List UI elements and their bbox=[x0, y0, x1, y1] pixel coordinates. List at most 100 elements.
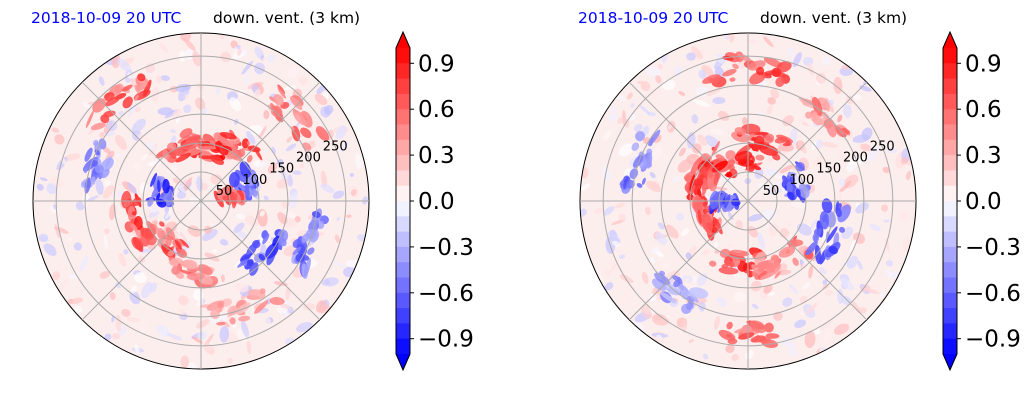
heatmap-cell bbox=[292, 170, 302, 175]
heatmap-cell bbox=[607, 113, 619, 122]
colorbar-segment bbox=[943, 139, 957, 156]
heatmap-cell bbox=[795, 162, 805, 172]
heatmap-cell bbox=[277, 158, 284, 166]
heatmap-cell bbox=[677, 159, 693, 173]
heatmap-cell bbox=[835, 250, 842, 263]
heatmap-cell bbox=[237, 231, 248, 239]
heatmap-cell bbox=[823, 263, 832, 272]
heatmap-cell bbox=[84, 147, 93, 162]
heatmap-cell bbox=[166, 142, 177, 151]
radial-spoke bbox=[200, 81, 321, 202]
heatmap-cell bbox=[787, 172, 797, 177]
heatmap-cell bbox=[314, 93, 328, 106]
colorbar-segment bbox=[396, 63, 410, 80]
heatmap-cell bbox=[714, 250, 720, 254]
heatmap-cell bbox=[702, 353, 709, 360]
colorbar: 0.9 0.6 0.3 0.0 −0.3 −0.6 −0.9 bbox=[942, 30, 1021, 372]
heatmap-cell bbox=[861, 127, 873, 141]
heatmap-cell bbox=[176, 116, 180, 124]
heatmap-cell bbox=[811, 111, 818, 122]
heatmap-cell bbox=[815, 139, 824, 149]
heatmap-cell bbox=[106, 120, 118, 132]
heatmap-cell bbox=[657, 222, 665, 230]
heatmap-cell bbox=[787, 342, 797, 357]
heatmap-cell bbox=[698, 69, 707, 80]
heatmap-cell bbox=[258, 125, 267, 139]
heatmap-cell bbox=[716, 296, 727, 307]
colorbar-tick-label: 0.3 bbox=[418, 143, 455, 169]
heatmap-cell bbox=[833, 323, 850, 335]
heatmap-cell bbox=[841, 296, 852, 306]
heatmap-cell bbox=[763, 57, 783, 68]
heatmap-cell bbox=[216, 321, 226, 326]
heatmap-cell bbox=[58, 278, 69, 292]
heatmap-cell bbox=[647, 88, 659, 99]
heatmap-cell bbox=[819, 211, 829, 230]
heatmap-cell bbox=[649, 293, 657, 302]
heatmap-cell bbox=[617, 117, 624, 125]
heatmap-cell bbox=[219, 131, 237, 140]
heatmap-cell bbox=[238, 315, 251, 322]
heatmap-cell bbox=[645, 206, 651, 216]
heatmap-cell bbox=[181, 140, 200, 150]
heatmap-cell bbox=[43, 243, 57, 257]
heatmap-cell bbox=[323, 104, 334, 115]
heatmap-cell bbox=[131, 118, 146, 134]
colorbar-outline bbox=[942, 30, 958, 372]
heatmap-cell bbox=[761, 339, 778, 349]
heatmap-cell bbox=[633, 124, 643, 132]
heatmap-cell bbox=[648, 129, 661, 146]
heatmap-cell bbox=[99, 131, 105, 138]
radial-spoke bbox=[628, 81, 749, 202]
heatmap-cell bbox=[785, 220, 792, 227]
heatmap-cell bbox=[656, 251, 664, 258]
heatmap-cell bbox=[64, 153, 81, 161]
colorbar-segment bbox=[396, 262, 410, 278]
colorbar-tick-label: 0.6 bbox=[418, 97, 455, 123]
heatmap-cell bbox=[345, 214, 352, 218]
heatmap-cell bbox=[821, 198, 833, 214]
colorbar-segment bbox=[943, 246, 957, 263]
heatmap-cell bbox=[247, 174, 255, 186]
heatmap-cell bbox=[751, 137, 757, 142]
heatmap-cell bbox=[641, 304, 653, 320]
heatmap-cell bbox=[101, 168, 110, 179]
chart-panel-left: 2018-10-09 20 UTC down. vent. (3 km) 50 1… bbox=[31, 9, 474, 372]
heatmap-cell bbox=[764, 133, 775, 144]
heatmap-cell bbox=[221, 274, 225, 283]
heatmap-cell bbox=[171, 266, 180, 275]
heatmap-cell bbox=[219, 239, 229, 246]
heatmap-cell bbox=[674, 65, 683, 77]
heatmap-cell bbox=[196, 82, 205, 91]
heatmap-cell bbox=[727, 212, 734, 221]
heatmap-cell bbox=[641, 271, 649, 285]
heatmap-cell bbox=[182, 259, 198, 270]
heatmap-cell bbox=[782, 115, 794, 127]
heatmap-cell bbox=[362, 196, 368, 205]
heatmap-cell bbox=[689, 174, 695, 192]
heatmap-cell bbox=[685, 301, 694, 310]
heatmap-cell bbox=[708, 169, 713, 179]
heatmap-cell bbox=[767, 157, 773, 163]
heatmap-cell bbox=[759, 271, 777, 280]
ring-label: 200 bbox=[296, 151, 321, 166]
colorbar-segment bbox=[943, 216, 957, 233]
heatmap-cell bbox=[134, 272, 147, 284]
heatmap-cell bbox=[881, 204, 889, 212]
heatmap-cell bbox=[671, 275, 681, 282]
heatmap-cell bbox=[114, 134, 128, 150]
heatmap-cell bbox=[826, 226, 838, 243]
heatmap-cell bbox=[821, 56, 831, 66]
colorbar-segment bbox=[396, 246, 410, 263]
heatmap-cell bbox=[758, 144, 779, 156]
heatmap-cell bbox=[91, 160, 98, 167]
heatmap-cell bbox=[52, 271, 61, 281]
heatmap-cell bbox=[165, 209, 173, 220]
heatmap-cell bbox=[680, 228, 690, 237]
heatmap-cell bbox=[864, 288, 880, 295]
heatmap-cell bbox=[813, 155, 823, 167]
heatmap-cell bbox=[630, 103, 635, 108]
heatmap-cell bbox=[172, 177, 180, 184]
heatmap-cell bbox=[885, 268, 894, 280]
